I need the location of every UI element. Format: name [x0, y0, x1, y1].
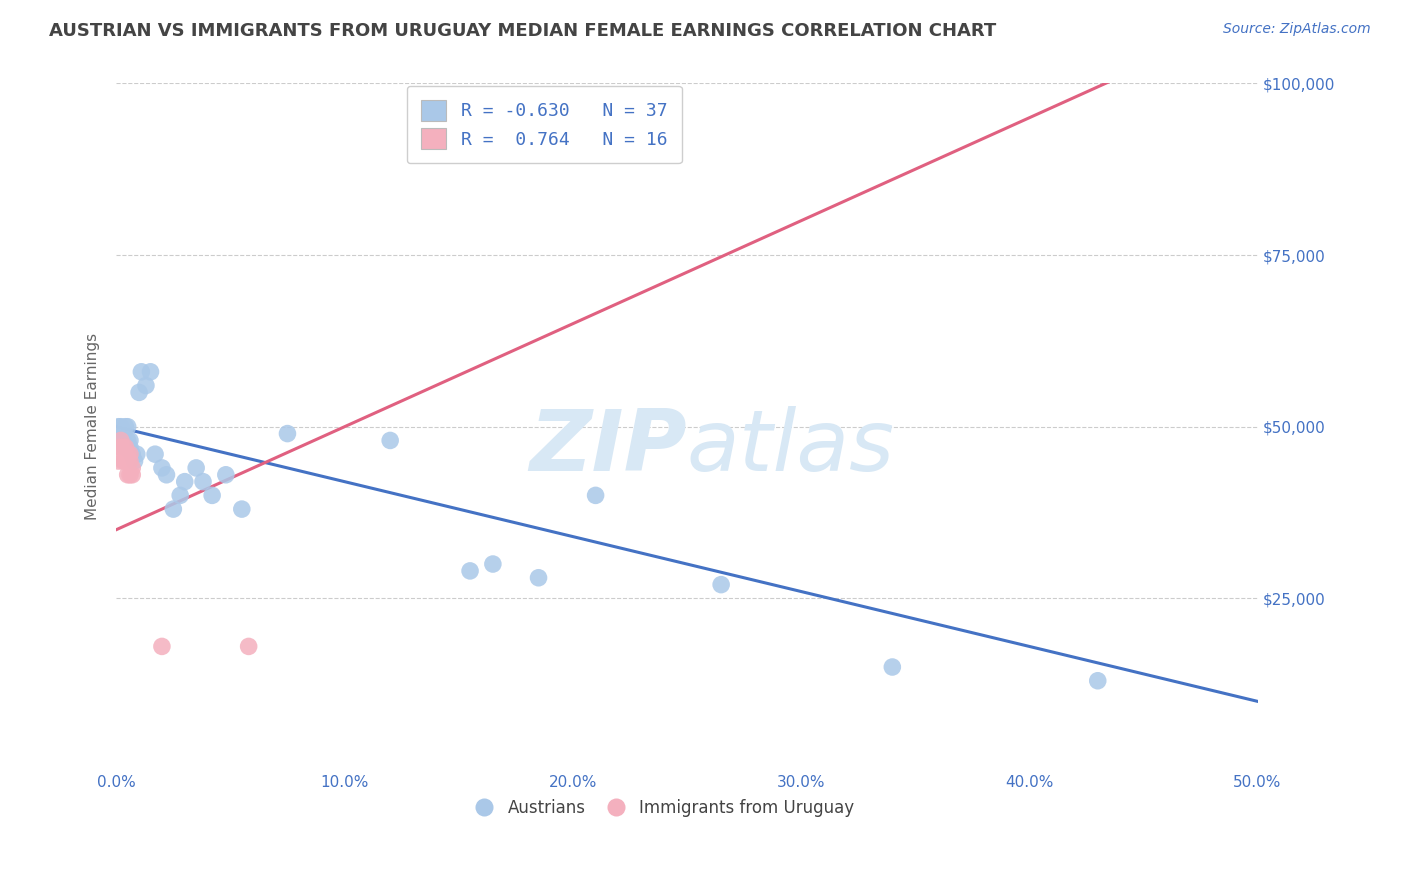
Point	[162, 502, 184, 516]
Point	[110, 419, 132, 434]
Point	[107, 419, 129, 434]
Point	[215, 467, 238, 482]
Point	[114, 419, 136, 434]
Point	[150, 640, 173, 654]
Point	[173, 475, 195, 489]
Point	[143, 447, 166, 461]
Point	[201, 488, 224, 502]
Point	[114, 440, 136, 454]
Point	[110, 440, 132, 454]
Point	[114, 440, 136, 454]
Point	[114, 454, 136, 468]
Point	[125, 447, 148, 461]
Text: AUSTRIAN VS IMMIGRANTS FROM URUGUAY MEDIAN FEMALE EARNINGS CORRELATION CHART: AUSTRIAN VS IMMIGRANTS FROM URUGUAY MEDI…	[49, 22, 997, 40]
Point	[139, 365, 162, 379]
Point	[118, 447, 141, 461]
Point	[191, 475, 214, 489]
Point	[527, 571, 550, 585]
Point	[150, 461, 173, 475]
Point	[135, 378, 157, 392]
Point	[117, 467, 139, 482]
Point	[169, 488, 191, 502]
Point	[118, 467, 141, 482]
Point	[118, 440, 141, 454]
Point	[131, 365, 153, 379]
Point	[110, 434, 132, 448]
Point	[117, 447, 139, 461]
Point	[112, 440, 135, 454]
Point	[112, 434, 135, 448]
Legend: Austrians, Immigrants from Uruguay: Austrians, Immigrants from Uruguay	[468, 792, 860, 823]
Point	[238, 640, 260, 654]
Point	[380, 434, 402, 448]
Y-axis label: Median Female Earnings: Median Female Earnings	[86, 333, 100, 520]
Point	[121, 447, 143, 461]
Text: atlas: atlas	[688, 406, 894, 489]
Point	[128, 385, 150, 400]
Point	[276, 426, 298, 441]
Point	[112, 454, 135, 468]
Point	[585, 488, 607, 502]
Point	[155, 467, 177, 482]
Point	[118, 454, 141, 468]
Point	[107, 454, 129, 468]
Text: ZIP: ZIP	[529, 406, 688, 489]
Point	[482, 557, 505, 571]
Point	[231, 502, 253, 516]
Point	[124, 454, 146, 468]
Point	[1087, 673, 1109, 688]
Point	[458, 564, 481, 578]
Point	[117, 434, 139, 448]
Text: Source: ZipAtlas.com: Source: ZipAtlas.com	[1223, 22, 1371, 37]
Point	[121, 461, 143, 475]
Point	[710, 577, 733, 591]
Point	[117, 419, 139, 434]
Point	[112, 426, 135, 441]
Point	[882, 660, 904, 674]
Point	[186, 461, 208, 475]
Point	[118, 434, 141, 448]
Point	[121, 467, 143, 482]
